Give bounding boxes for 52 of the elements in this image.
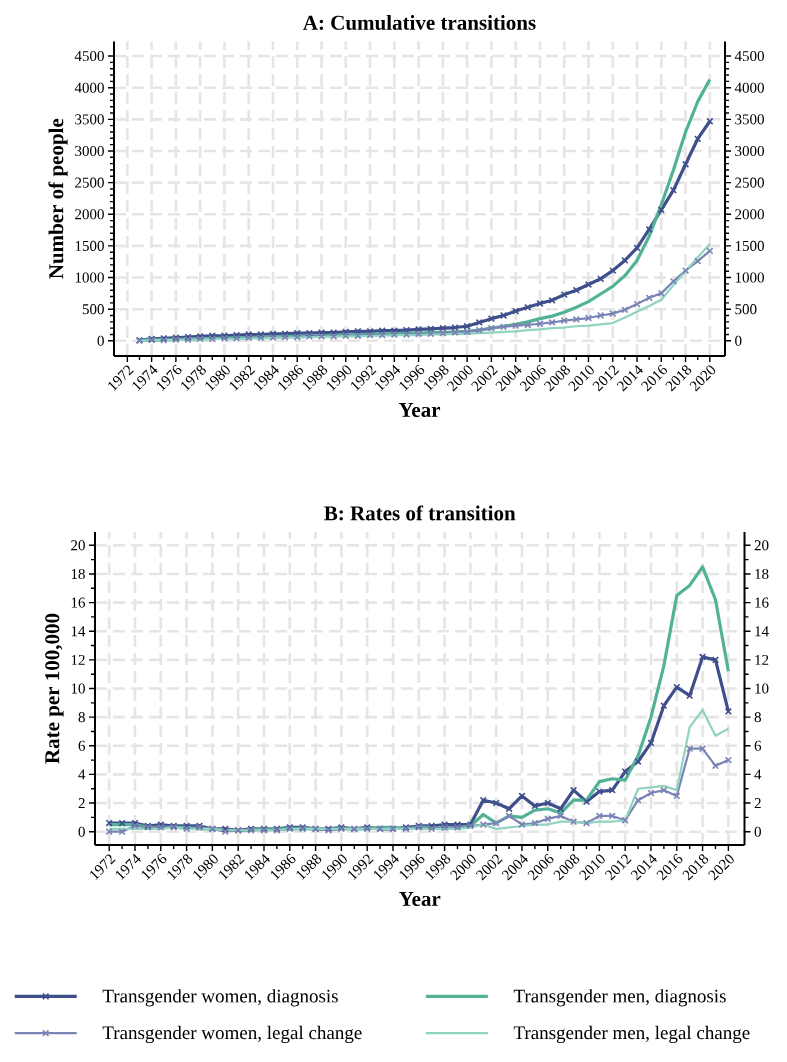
legend-label: Transgender men, diagnosis <box>513 989 726 1007</box>
y2-tick-label: 8 <box>754 712 761 723</box>
y-axis-title: Rate per 100,000 <box>45 613 64 764</box>
y-tick-label: 10 <box>71 683 85 694</box>
y-tick-label: 4000 <box>74 82 104 93</box>
y2-tick-label: 0 <box>735 335 742 346</box>
y-tick-label: 1000 <box>75 272 104 283</box>
y-tick-label: 3500 <box>75 114 104 125</box>
y2-tick-label: 3000 <box>735 145 764 157</box>
legend-label: Transgender men, legal change <box>513 1025 750 1044</box>
y-tick-label: 0 <box>97 335 104 346</box>
y-tick-label: 2000 <box>75 209 104 220</box>
y2-tick-label: 18 <box>755 568 769 580</box>
y-tick-label: 1500 <box>75 240 104 251</box>
y2-tick-label: 0 <box>754 826 761 837</box>
x-axis-title: Year <box>398 403 441 417</box>
y-tick-label: 4500 <box>74 50 104 62</box>
y2-tick-label: 500 <box>735 304 757 315</box>
y-tick-label: 2500 <box>75 177 104 188</box>
y-tick-label: 18 <box>71 568 85 580</box>
y-tick-label: 14 <box>71 626 86 637</box>
y-tick-label: 3000 <box>75 145 104 157</box>
y2-tick-label: 1500 <box>735 240 764 251</box>
legend-label: Transgender women, diagnosis <box>102 989 338 1007</box>
y2-tick-label: 6 <box>754 740 762 751</box>
y2-tick-label: 1000 <box>735 272 764 283</box>
y2-tick-label: 4000 <box>734 82 764 93</box>
y-tick-label: 8 <box>78 712 85 723</box>
y2-tick-label: 4 <box>754 769 762 780</box>
y2-tick-label: 3500 <box>735 114 764 125</box>
y2-tick-label: 2 <box>754 798 761 809</box>
y2-tick-label: 4500 <box>734 50 764 62</box>
y2-tick-label: 12 <box>755 654 769 665</box>
y2-tick-label: 2000 <box>735 209 764 220</box>
x-axis-title: Year <box>399 892 441 906</box>
y-tick-label: 20 <box>71 540 85 551</box>
y2-tick-label: 2500 <box>735 177 764 188</box>
y2-tick-label: 20 <box>754 540 769 551</box>
y2-tick-label: 10 <box>755 683 769 694</box>
chart-title: B: Rates of transition <box>324 505 516 521</box>
y-tick-label: 500 <box>82 304 104 315</box>
y-tick-label: 4 <box>78 769 86 780</box>
y-tick-label: 6 <box>78 740 86 751</box>
chart-title: A: Cumulative transitions <box>303 15 536 30</box>
y2-tick-label: 16 <box>755 597 769 608</box>
y2-tick-label: 14 <box>755 626 769 637</box>
y-tick-label: 0 <box>78 826 85 837</box>
y-tick-label: 16 <box>71 597 86 608</box>
y-tick-label: 12 <box>71 654 85 665</box>
y-tick-label: 2 <box>78 798 85 809</box>
legend-label: Transgender women, legal change <box>102 1025 362 1044</box>
y-axis-title: Number of people <box>48 118 68 279</box>
